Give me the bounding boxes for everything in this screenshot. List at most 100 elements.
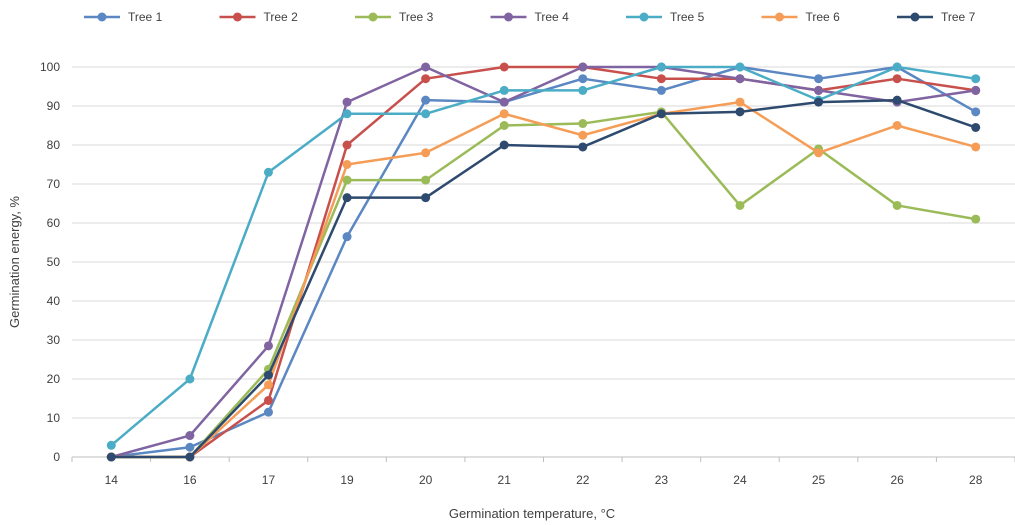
data-point (421, 175, 431, 185)
data-point (185, 452, 195, 462)
data-point (185, 442, 195, 452)
data-point (735, 62, 745, 72)
legend-item: Tree 1 (84, 10, 163, 24)
data-point (892, 74, 902, 84)
data-point (263, 380, 273, 390)
data-point (892, 95, 902, 105)
data-point (892, 200, 902, 210)
data-point (578, 74, 588, 84)
x-tick-label: 16 (183, 473, 197, 487)
data-point (263, 370, 273, 380)
legend-swatch-marker (639, 12, 649, 22)
x-axis-title: Germination temperature, °C (449, 506, 615, 521)
x-tick-label: 17 (262, 473, 276, 487)
series-line (110, 65, 976, 459)
legend-label: Tree 5 (670, 10, 705, 24)
data-point (263, 341, 273, 351)
y-tick-label: 90 (47, 99, 61, 113)
y-axis: 0 10 20 30 40 50 60 70 80 90 100 (40, 60, 60, 464)
data-point (499, 109, 509, 119)
legend-label: Tree 2 (264, 10, 299, 24)
data-point (342, 97, 352, 107)
data-point (892, 121, 902, 130)
legend-item: Tree 5 (626, 10, 705, 24)
data-point (421, 74, 431, 84)
y-tick-label: 30 (47, 333, 61, 347)
data-point (499, 62, 509, 72)
x-tick-label: 14 (105, 473, 119, 487)
y-tick-label: 70 (47, 177, 61, 191)
series-line (111, 98, 977, 459)
series-line (111, 100, 977, 459)
data-point (735, 107, 745, 117)
y-tick-label: 80 (47, 138, 61, 152)
data-point (342, 175, 352, 185)
data-point (185, 431, 195, 441)
legend-swatch-marker (368, 12, 378, 22)
legend-swatch-marker (504, 12, 513, 22)
data-point (971, 122, 981, 132)
legend-item: Tree 3 (355, 10, 434, 24)
legend-swatch-marker (233, 12, 242, 22)
legend-label: Tree 7 (941, 10, 976, 24)
data-point (578, 85, 588, 95)
data-point (814, 85, 824, 95)
data-point (735, 200, 745, 210)
legend-item: Tree 2 (219, 10, 299, 24)
series-7 (106, 95, 981, 462)
y-tick-label: 40 (47, 294, 61, 308)
y-tick-label: 20 (47, 372, 61, 386)
data-point (971, 142, 981, 152)
data-point (578, 130, 588, 140)
data-point (814, 74, 824, 84)
series-group (106, 62, 981, 462)
y-axis-title: Germination energy, % (7, 196, 22, 328)
data-point (499, 97, 509, 107)
legend-item: Tree 7 (897, 10, 976, 24)
data-point (106, 452, 116, 462)
data-point (892, 62, 902, 72)
series-line (110, 65, 976, 447)
data-point (342, 232, 352, 242)
data-point (499, 85, 509, 95)
data-point (656, 62, 666, 72)
legend-label: Tree 6 (806, 10, 841, 24)
data-point (421, 193, 431, 203)
grid-lines (72, 66, 1015, 419)
data-point (342, 160, 352, 169)
data-point (656, 85, 666, 95)
legend-swatch-marker (910, 12, 920, 22)
legend-label: Tree 4 (535, 10, 570, 24)
data-point (971, 85, 981, 95)
data-point (263, 167, 273, 177)
data-point (656, 74, 666, 84)
data-point (263, 407, 273, 417)
data-point (499, 140, 509, 150)
data-point (578, 142, 588, 152)
data-point (421, 62, 431, 72)
data-point (263, 395, 273, 405)
data-point (106, 440, 116, 450)
y-tick-label: 100 (40, 60, 60, 74)
data-point (578, 119, 588, 129)
x-tick-label: 26 (890, 473, 904, 487)
x-tick-label: 21 (498, 473, 512, 487)
data-point (971, 214, 981, 224)
data-point (499, 121, 509, 130)
x-tick-label: 22 (576, 473, 590, 487)
y-tick-label: 50 (47, 255, 61, 269)
data-point (735, 74, 745, 84)
x-tick-label: 25 (812, 473, 826, 487)
x-tick-label: 28 (969, 473, 983, 487)
series-line (111, 65, 976, 459)
data-point (342, 109, 352, 119)
x-tick-label: 24 (733, 473, 747, 487)
series-5 (106, 62, 981, 450)
legend: Tree 1 Tree 2 Tree 3 Tree 4 Tree 5 Tree 6 Tree… (84, 10, 976, 24)
legend-swatch-marker (97, 12, 107, 22)
y-tick-label: 0 (53, 450, 60, 464)
data-point (342, 193, 352, 203)
legend-item: Tree 4 (490, 10, 570, 24)
data-point (814, 148, 824, 158)
